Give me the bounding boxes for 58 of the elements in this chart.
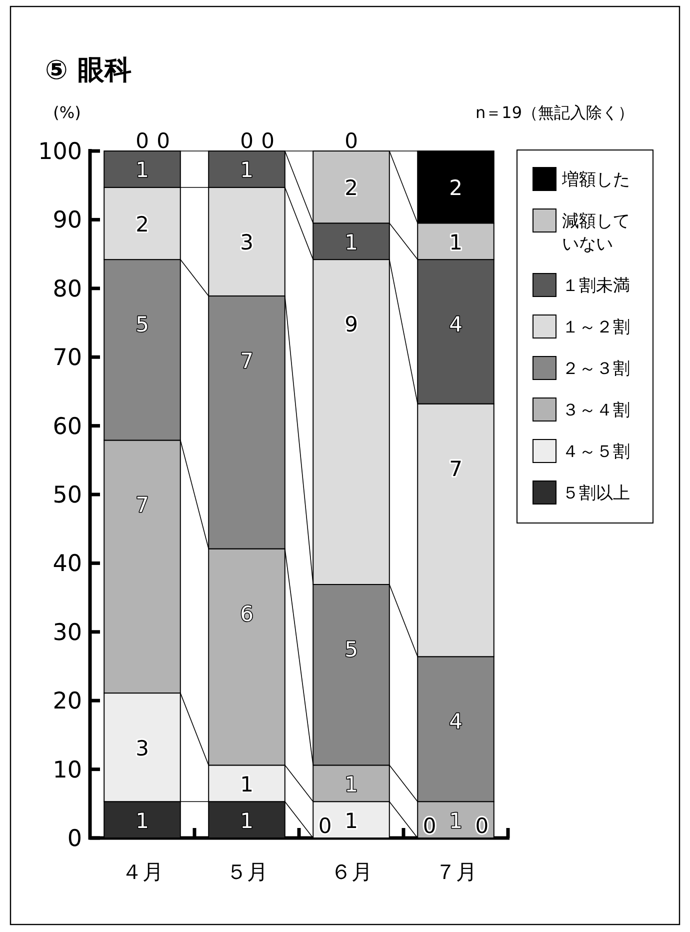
- annotation: 7: [449, 456, 462, 481]
- y-tick-label: 20: [52, 688, 82, 715]
- annotation: 1: [240, 808, 254, 833]
- x-tick-label: ５月: [226, 860, 268, 884]
- annotation: 7: [240, 348, 254, 373]
- legend-label: ４～５割: [562, 442, 630, 462]
- annotation: 0: [261, 129, 274, 153]
- annotation: 1: [344, 808, 358, 833]
- annotation: 0: [344, 129, 358, 153]
- legend-label: ５割以上: [562, 484, 630, 504]
- annotation: 2: [344, 176, 358, 200]
- legend-label: 減額していない: [562, 212, 630, 254]
- y-tick-label: 40: [52, 551, 82, 578]
- annotation: 3: [136, 736, 149, 760]
- annotation: 1: [344, 230, 358, 254]
- annotation: 1: [449, 230, 462, 254]
- text: n＝19（無記入除く）: [476, 103, 634, 122]
- y-tick-label: 80: [52, 276, 82, 302]
- annotation: 9: [344, 312, 358, 337]
- annotation: 6: [240, 602, 254, 626]
- y-tick-label: 0: [67, 826, 82, 852]
- annotation: 1: [449, 808, 462, 833]
- annotation: 2: [136, 212, 149, 236]
- annotation: 1: [344, 772, 358, 796]
- annotation: 1: [240, 158, 254, 182]
- y-tick-label: 30: [52, 620, 82, 646]
- legend-label: １割未満: [562, 276, 630, 296]
- y-tick-label: 90: [52, 208, 82, 234]
- y-tick-label: 60: [52, 414, 82, 440]
- x-tick-label: ４月: [121, 860, 164, 884]
- annotation: 0: [422, 814, 436, 838]
- annotation: 7: [136, 493, 149, 518]
- legend-label: ３～４割: [562, 400, 630, 420]
- legend-label: 増額した: [561, 170, 630, 190]
- annotation: 0: [240, 129, 254, 153]
- annotation: 1: [240, 772, 254, 796]
- annotation: 0: [318, 814, 332, 838]
- annotation: 4: [449, 710, 462, 734]
- annotation: 1: [136, 158, 149, 182]
- annotation: 0: [475, 814, 489, 838]
- y-tick-label: 50: [52, 482, 82, 508]
- annotation: 5: [344, 637, 358, 662]
- annotation: 4: [449, 312, 462, 337]
- x-tick-label: ７月: [434, 860, 477, 884]
- annotation: 5: [136, 312, 149, 337]
- y-axis-title: (%): [53, 103, 81, 122]
- legend-label: ２～３割: [562, 359, 630, 379]
- annotation: 2: [449, 176, 462, 200]
- annotation: 1: [136, 808, 149, 833]
- legend-label: １～２割: [562, 318, 630, 338]
- annotation: 0: [156, 129, 170, 153]
- y-tick-label: 100: [38, 139, 82, 165]
- chart-title: ⑤ 眼科: [45, 55, 132, 86]
- annotation: 3: [240, 230, 254, 255]
- x-tick-label: ６月: [330, 860, 372, 884]
- y-tick-label: 70: [52, 345, 82, 372]
- y-tick-label: 10: [52, 757, 82, 784]
- annotation: 0: [136, 129, 149, 153]
